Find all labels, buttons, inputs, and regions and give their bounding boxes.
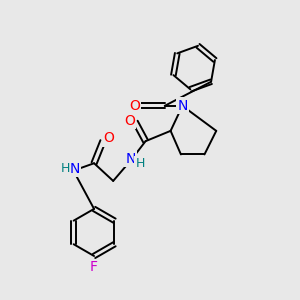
Text: O: O xyxy=(103,131,114,145)
Text: N: N xyxy=(70,161,80,176)
Text: O: O xyxy=(129,99,140,113)
Text: N: N xyxy=(177,99,188,113)
Text: H: H xyxy=(136,157,145,170)
Text: O: O xyxy=(124,114,135,128)
Text: F: F xyxy=(90,260,98,274)
Text: H: H xyxy=(61,162,70,175)
Text: N: N xyxy=(126,152,136,166)
